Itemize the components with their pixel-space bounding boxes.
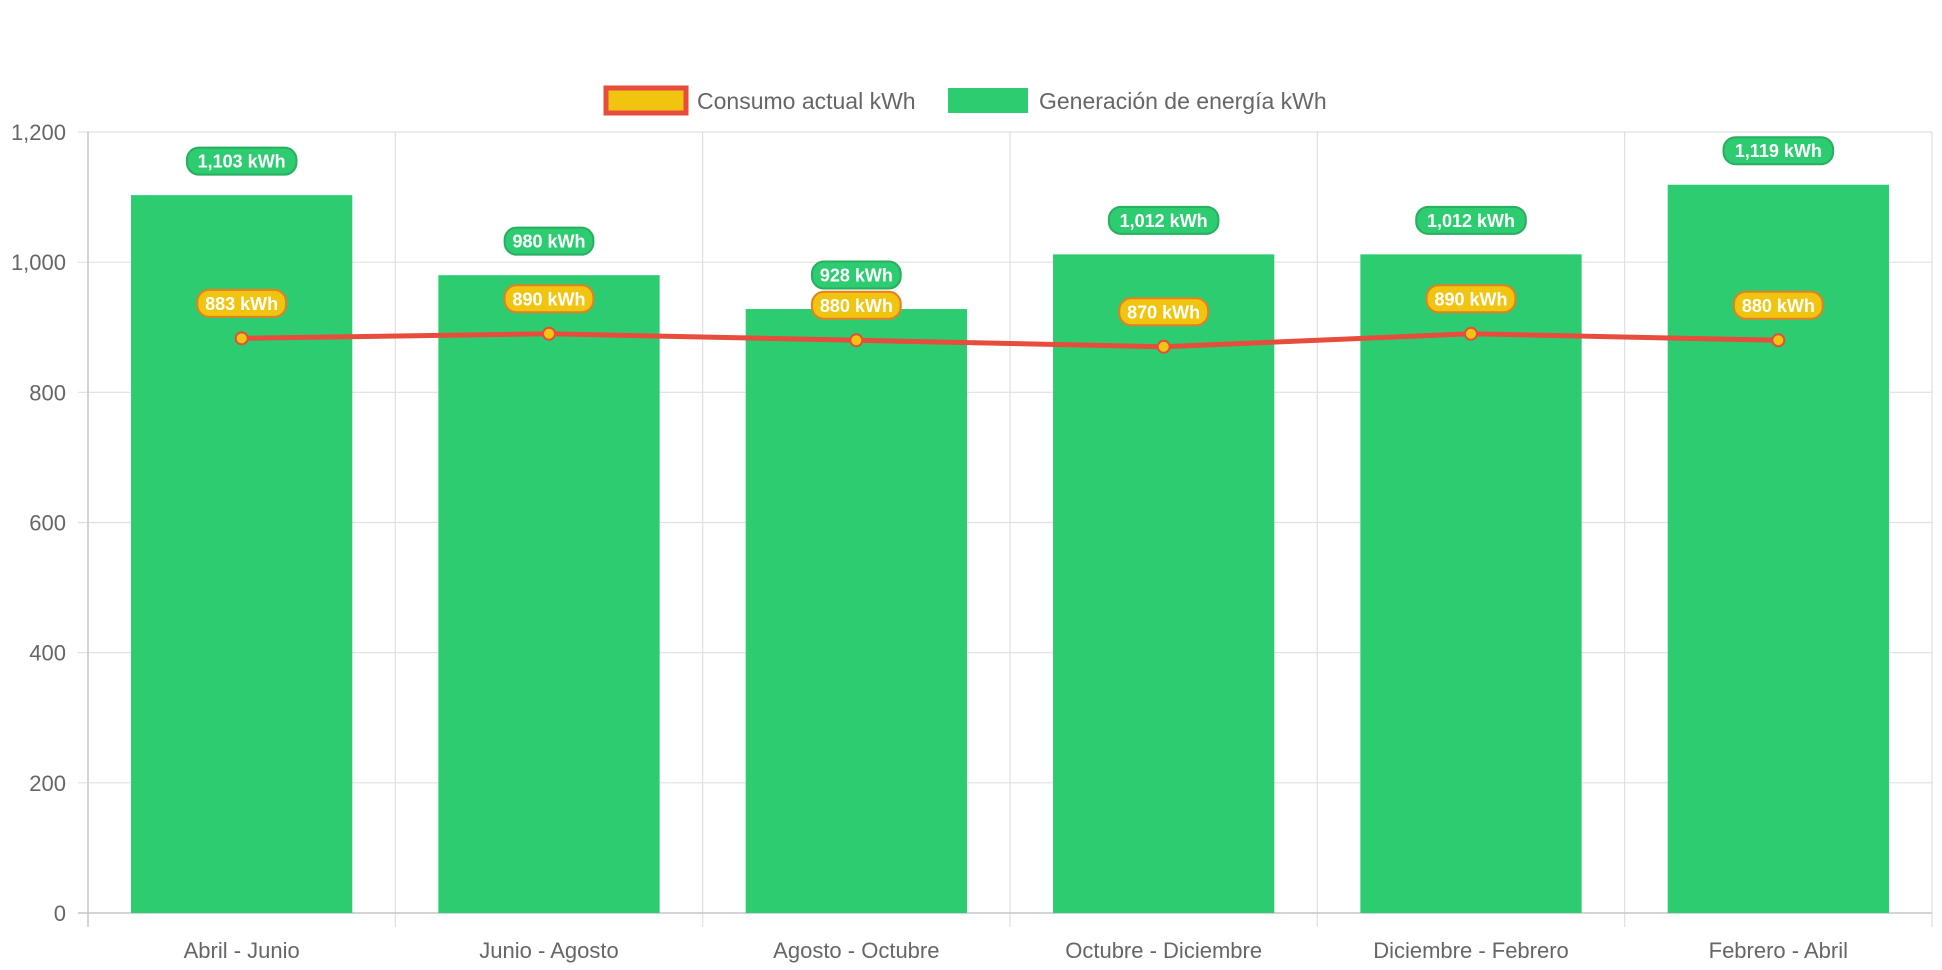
line-data-label: 880 kWh bbox=[1732, 290, 1824, 320]
bar-data-label-text: 1,012 kWh bbox=[1427, 211, 1515, 231]
bar[interactable] bbox=[438, 275, 660, 913]
line-data-label-bg bbox=[1732, 290, 1824, 320]
x-tick-label: Octubre - Diciembre bbox=[1065, 938, 1262, 963]
bar-data-label: 1,103 kWh bbox=[185, 146, 298, 176]
bar-data-label-text: 1,103 kWh bbox=[198, 152, 286, 172]
x-tick-label: Febrero - Abril bbox=[1709, 938, 1848, 963]
line-data-label: 870 kWh bbox=[1118, 297, 1210, 327]
line-data-label: 890 kWh bbox=[503, 284, 595, 314]
bar-data-label-bg bbox=[1415, 205, 1527, 235]
line-data-label-bg bbox=[1425, 284, 1517, 314]
bar-data-label-bg bbox=[185, 146, 298, 176]
legend-item-consumo[interactable]: Consumo actual kWh bbox=[603, 85, 916, 116]
legend-swatch-consumo bbox=[603, 85, 689, 116]
y-tick-label: 1,000 bbox=[11, 250, 66, 275]
line-data-label-text: 870 kWh bbox=[1127, 302, 1200, 322]
bar-data-label: 1,119 kWh bbox=[1722, 136, 1835, 166]
bar-data-label-text: 1,119 kWh bbox=[1735, 141, 1822, 161]
line-data-label-bg bbox=[1118, 297, 1210, 327]
y-axis: 0 200 400 600 800 1,000 1,200 bbox=[11, 120, 89, 927]
legend: Consumo actual kWh Generación de energía… bbox=[603, 85, 1327, 116]
bar-data-label-text: 928 kWh bbox=[820, 266, 893, 286]
y-tick-label: 1,200 bbox=[11, 120, 66, 145]
bar-data-label: 1,012 kWh bbox=[1415, 205, 1527, 235]
line-point[interactable] bbox=[1771, 333, 1786, 348]
legend-label-consumo: Consumo actual kWh bbox=[697, 88, 916, 114]
line-data-label-bg bbox=[810, 290, 902, 320]
line-data-label-text: 890 kWh bbox=[1434, 289, 1507, 309]
bar[interactable] bbox=[1053, 254, 1275, 913]
x-tick-label: Abril - Junio bbox=[184, 938, 300, 963]
line-point[interactable] bbox=[849, 333, 864, 348]
bar[interactable] bbox=[1360, 254, 1582, 913]
line-series bbox=[234, 326, 1786, 354]
y-tick-label: 400 bbox=[29, 641, 66, 666]
line-data-label-text: 883 kWh bbox=[205, 294, 278, 314]
line-data-label: 880 kWh bbox=[810, 290, 902, 320]
line-data-label-text: 880 kWh bbox=[1742, 296, 1815, 316]
line-data-label-text: 880 kWh bbox=[820, 296, 893, 316]
x-axis: Abril - Junio Junio - Agosto Agosto - Octu… bbox=[78, 912, 1932, 963]
bar-data-label-text: 980 kWh bbox=[512, 232, 585, 252]
x-tick-label: Agosto - Octubre bbox=[773, 938, 939, 963]
legend-label-generacion: Generación de energía kWh bbox=[1039, 88, 1327, 114]
line-data-label: 883 kWh bbox=[196, 288, 288, 318]
bar-data-label: 980 kWh bbox=[503, 226, 595, 256]
line-point[interactable] bbox=[234, 331, 249, 346]
x-tick-label: Junio - Agosto bbox=[479, 938, 618, 963]
bar[interactable] bbox=[745, 309, 967, 913]
y-tick-label: 200 bbox=[29, 771, 66, 796]
line-point[interactable] bbox=[1156, 339, 1171, 354]
line-point[interactable] bbox=[542, 326, 556, 341]
bar-data-label: 928 kWh bbox=[810, 260, 902, 290]
line-data-label-text: 890 kWh bbox=[512, 289, 585, 309]
line-data-label-bg bbox=[196, 288, 288, 318]
bar-data-labels: 1,103 kWh 980 kWh 928 kWh 1,012 kWh 1,012 kW… bbox=[185, 136, 1835, 290]
line-data-label-bg bbox=[503, 284, 595, 314]
bar-data-label-bg bbox=[810, 260, 902, 290]
line-data-labels: 883 kWh 890 kWh 880 kWh 870 kWh 890 kWh 880 k… bbox=[196, 284, 1824, 327]
x-tick-label: Diciembre - Febrero bbox=[1373, 938, 1569, 963]
y-tick-label: 600 bbox=[29, 511, 66, 536]
bar-data-label-bg bbox=[503, 226, 595, 256]
legend-swatch-generacion bbox=[948, 88, 1028, 113]
line-point[interactable] bbox=[1464, 326, 1478, 341]
line-path bbox=[241, 331, 1779, 350]
bar-series bbox=[131, 184, 1889, 913]
grid bbox=[78, 131, 1933, 927]
y-tick-label: 800 bbox=[29, 380, 66, 405]
bar-data-label: 1,012 kWh bbox=[1107, 205, 1220, 235]
line-data-label: 890 kWh bbox=[1425, 284, 1517, 314]
legend-item-generacion[interactable]: Generación de energía kWh bbox=[948, 88, 1327, 114]
bar-data-label-bg bbox=[1107, 205, 1220, 235]
bar-data-label-text: 1,012 kWh bbox=[1120, 211, 1208, 231]
bar-data-label-bg bbox=[1722, 136, 1835, 166]
y-tick-label: 0 bbox=[54, 901, 66, 926]
